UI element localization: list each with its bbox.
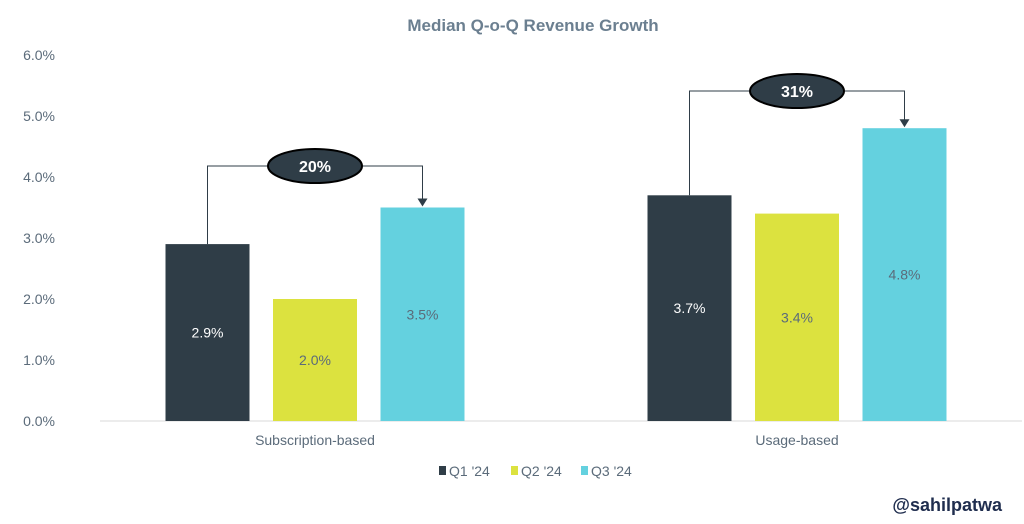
bar-data-label: 4.8% [889, 267, 921, 283]
arrow-head-icon [417, 198, 428, 207]
y-tick-label: 1.0% [23, 352, 55, 368]
y-axis: 0.0% 1.0% 2.0% 3.0% 4.0% 5.0% 6.0% [23, 47, 55, 429]
growth-badge [267, 148, 363, 184]
bar-q224-subscriptionbased [273, 299, 357, 421]
y-tick-label: 6.0% [23, 47, 55, 63]
legend-label: Q3 '24 [591, 463, 632, 479]
category-label: Usage-based [755, 432, 838, 448]
credit-handle: @sahilpatwa [892, 495, 1002, 515]
bar-data-label: 3.7% [674, 300, 706, 316]
legend-swatch [581, 466, 588, 475]
bar-q324-subscriptionbased [380, 207, 465, 421]
bar-data-label: 2.9% [192, 325, 224, 341]
legend-label: Q1 '24 [449, 463, 490, 479]
y-tick-label: 0.0% [23, 413, 55, 429]
legend-swatch [511, 466, 518, 475]
bar-q224-usagebased [755, 213, 839, 421]
bar-q324-usagebased [862, 128, 947, 421]
bar-q124-subscriptionbased [165, 244, 250, 421]
chart-title: Median Q-o-Q Revenue Growth [407, 16, 658, 35]
bar-data-label: 3.4% [781, 309, 813, 325]
growth-badge-label: 31% [781, 84, 813, 101]
bar-q124-usagebased [647, 195, 732, 421]
legend-label: Q2 '24 [521, 463, 562, 479]
bars: 2.9% 2.0% 3.5% 3.7% 3.4% 4.8% [165, 128, 947, 421]
growth-annotations: 20% 31% [207, 73, 910, 245]
y-tick-label: 4.0% [23, 169, 55, 185]
y-tick-label: 5.0% [23, 108, 55, 124]
growth-badge [749, 73, 845, 109]
bar-data-label: 2.0% [299, 352, 331, 368]
bar-data-label: 3.5% [407, 306, 439, 322]
legend-swatch [439, 466, 446, 475]
category-labels: Subscription-based Usage-based [255, 432, 839, 448]
growth-badge-label: 20% [299, 159, 331, 176]
y-tick-label: 3.0% [23, 230, 55, 246]
category-label: Subscription-based [255, 432, 375, 448]
legend: Q1 '24 Q2 '24 Q3 '24 [439, 463, 632, 479]
arrow-head-icon [899, 119, 910, 128]
y-tick-label: 2.0% [23, 291, 55, 307]
